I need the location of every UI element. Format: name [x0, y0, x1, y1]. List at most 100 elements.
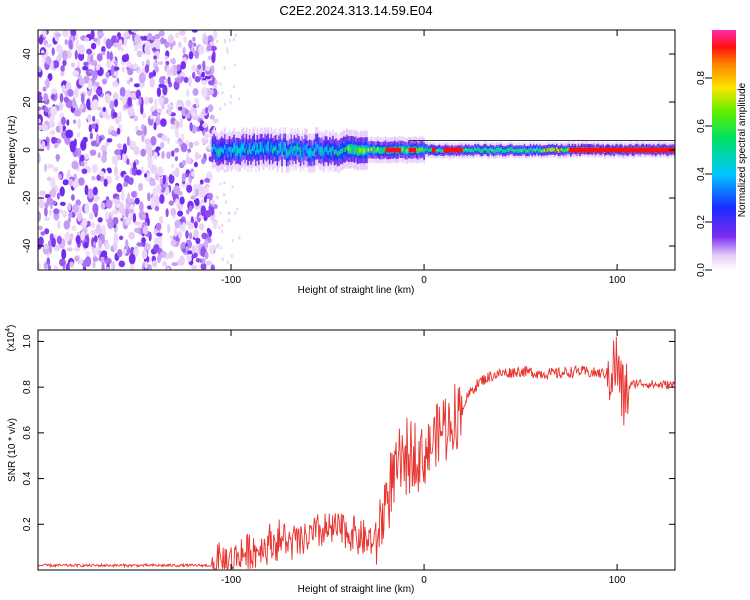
noise-cell: [155, 146, 161, 151]
noise-cell: [116, 143, 122, 149]
noise-cell: [106, 138, 113, 143]
noise-cell: [98, 170, 105, 177]
noise-cell: [104, 141, 110, 147]
signal-cell: [372, 148, 375, 152]
noise-cell: [70, 30, 77, 37]
noise-cell: [217, 91, 220, 95]
noise-cell: [175, 132, 180, 139]
noise-cell: [179, 255, 185, 266]
noise-cell: [188, 232, 193, 240]
noise-cell: [91, 163, 98, 173]
noise-cell: [131, 30, 139, 33]
noise-cell: [156, 232, 163, 237]
noise-cell: [74, 255, 79, 262]
noise-cell: [138, 72, 146, 84]
noise-cell: [195, 237, 201, 245]
signal-cell: [545, 149, 548, 152]
signal-cell: [562, 149, 565, 152]
noise-cell: [72, 70, 80, 77]
signal-cell: [349, 146, 351, 152]
noise-cell: [136, 129, 143, 136]
noise-cell: [92, 186, 98, 196]
colorbar-tick-label: 0.0: [696, 263, 707, 277]
noise-cell: [225, 200, 228, 204]
snr-y-axis-label: SNR (10 * v/v): [7, 418, 18, 482]
noise-cell: [92, 203, 99, 214]
signal-cell: [551, 148, 554, 151]
noise-cell: [120, 46, 124, 52]
signal-cell: [281, 151, 283, 156]
signal-peak: [431, 147, 436, 153]
noise-cell: [192, 88, 199, 96]
signal-cell: [273, 146, 276, 152]
noise-cell: [228, 39, 231, 42]
noise-cell: [90, 30, 95, 40]
noise-cell: [153, 200, 158, 206]
noise-cell: [93, 197, 98, 203]
signal-cell: [270, 144, 273, 150]
noise-cell: [59, 93, 64, 103]
noise-cell: [92, 70, 98, 81]
signal-cell: [322, 150, 325, 156]
signal-cell: [494, 150, 497, 152]
noise-cell: [38, 124, 43, 131]
noise-cell: [112, 112, 118, 118]
noise-cell: [201, 86, 208, 98]
noise-cell: [201, 157, 206, 165]
noise-cell: [39, 190, 46, 196]
signal-cell: [279, 144, 282, 150]
signal-cell: [491, 149, 493, 152]
signal-cell: [234, 148, 237, 154]
signal-cell: [319, 148, 322, 154]
noise-cell: [105, 38, 113, 49]
noise-cell: [212, 118, 218, 124]
signal-cell: [244, 148, 246, 153]
colorbar-tick-label: 0.8: [696, 71, 707, 85]
snr-x-axis-label: Height of straight line (km): [298, 584, 415, 595]
noise-cell: [159, 194, 165, 204]
signal-cell: [465, 148, 467, 151]
noise-cell: [199, 258, 203, 263]
noise-cell: [178, 30, 186, 36]
noise-cell: [221, 258, 224, 261]
noise-cell: [96, 174, 101, 181]
signal-cell: [505, 150, 507, 152]
noise-cell: [180, 61, 186, 70]
noise-cell: [129, 77, 133, 82]
noise-cell: [92, 115, 96, 122]
signal-cell: [400, 147, 402, 151]
noise-cell: [115, 202, 121, 208]
noise-cell: [178, 230, 183, 239]
noise-cell: [80, 93, 85, 104]
noise-cell: [111, 155, 119, 165]
signal-cell: [466, 149, 469, 152]
noise-cell: [44, 216, 50, 222]
signal-cell: [404, 149, 407, 153]
signal-cell: [301, 147, 304, 152]
signal-cell: [548, 148, 551, 151]
noise-cell: [38, 106, 42, 111]
signal-cell: [224, 144, 226, 150]
signal-cell: [531, 150, 534, 152]
noise-cell: [53, 143, 58, 149]
noise-cell: [60, 201, 66, 206]
noise-cell: [49, 130, 56, 136]
noise-cell: [73, 110, 81, 117]
noise-cell: [58, 101, 64, 111]
noise-cell: [191, 30, 198, 33]
noise-cell: [116, 183, 123, 193]
colorbar-ticks: 0.0 0.2 0.4 0.6 0.8: [696, 71, 712, 277]
noise-cell: [138, 96, 142, 106]
signal-cell: [258, 149, 260, 155]
noise-cell: [113, 240, 118, 251]
noise-cell: [71, 194, 75, 201]
noise-cell: [156, 108, 162, 114]
noise-cell: [216, 244, 218, 248]
signal-cell: [403, 148, 405, 152]
noise-cell: [63, 96, 69, 103]
noise-cell: [78, 77, 86, 86]
noise-cell: [109, 51, 113, 62]
noise-cell: [46, 257, 51, 266]
snr-y-multiplier-base: (x10: [6, 331, 17, 351]
noise-cell: [188, 51, 194, 60]
